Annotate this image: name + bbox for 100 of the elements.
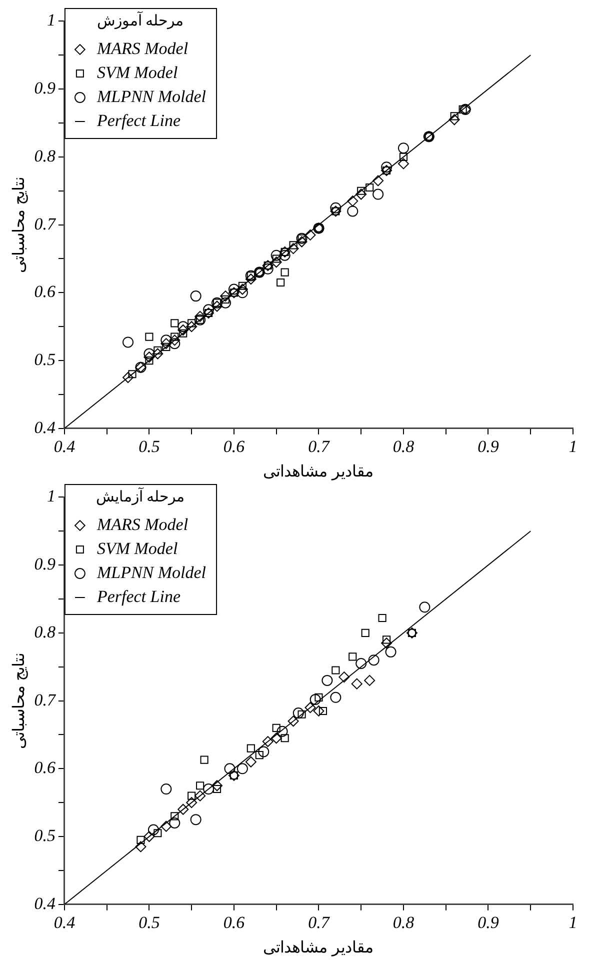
point xyxy=(288,243,299,254)
point xyxy=(322,674,333,686)
y-tick-label: 1 xyxy=(46,10,56,30)
y-tick-label: 0.4 xyxy=(34,418,56,437)
point xyxy=(200,756,208,764)
point xyxy=(170,319,179,328)
x-axis-title: مقادیر مشاهداتی xyxy=(263,464,374,481)
point xyxy=(372,188,384,200)
legend-label: MLPNN Moldel xyxy=(96,562,206,582)
point xyxy=(381,162,392,173)
point xyxy=(236,763,248,774)
point xyxy=(296,236,308,248)
point xyxy=(160,334,172,346)
legend-label: SVM Model xyxy=(96,538,178,558)
point xyxy=(122,336,134,348)
x-tick-label: 0.8 xyxy=(392,913,415,932)
point xyxy=(194,310,206,322)
point xyxy=(330,202,342,214)
point xyxy=(188,792,196,800)
point xyxy=(314,693,323,702)
point xyxy=(178,321,189,332)
point xyxy=(170,812,179,820)
point xyxy=(262,736,274,748)
point xyxy=(332,666,340,674)
point xyxy=(255,751,264,760)
point xyxy=(190,814,202,826)
point xyxy=(270,732,282,744)
point xyxy=(122,372,134,383)
point xyxy=(169,817,180,828)
point xyxy=(212,300,223,312)
point xyxy=(366,183,374,192)
x-tick-label: 0.9 xyxy=(478,437,500,456)
point xyxy=(313,705,324,716)
point xyxy=(224,763,236,774)
point xyxy=(203,784,214,795)
point xyxy=(135,841,146,852)
point xyxy=(212,780,223,792)
legend-label: Perfect Line xyxy=(96,586,181,606)
point xyxy=(154,829,162,838)
point xyxy=(318,706,327,716)
point xyxy=(419,602,430,613)
y-tick-label: 0.7 xyxy=(34,690,57,710)
point xyxy=(304,229,316,240)
point xyxy=(194,790,206,802)
y-tick-label: 0.9 xyxy=(34,78,56,98)
legend-label: MARS Model xyxy=(96,514,188,534)
point xyxy=(292,708,304,719)
y-axis-title: نتایج محاسباتی xyxy=(10,652,28,749)
point xyxy=(160,338,172,350)
y-tick-label: 0.8 xyxy=(34,622,56,642)
point xyxy=(304,702,316,714)
point xyxy=(270,250,282,261)
x-axis-title: مقادیر مشاهداتی xyxy=(263,940,374,957)
point xyxy=(236,287,248,298)
x-tick-label: 0.6 xyxy=(223,913,246,932)
point xyxy=(298,710,306,718)
point xyxy=(280,734,289,742)
point xyxy=(144,831,155,842)
point xyxy=(399,152,408,161)
point xyxy=(144,348,155,360)
point xyxy=(169,338,180,350)
point xyxy=(288,716,299,727)
point xyxy=(144,352,155,363)
point xyxy=(398,142,409,154)
point xyxy=(272,724,280,732)
point xyxy=(170,332,179,341)
point xyxy=(262,263,274,274)
y-tick-label: 0.9 xyxy=(34,554,56,574)
point xyxy=(372,175,384,186)
point xyxy=(310,694,321,705)
x-tick-label: 0.5 xyxy=(138,913,160,932)
legend-label: Perfect Line xyxy=(96,110,181,130)
point xyxy=(245,274,256,285)
point xyxy=(220,290,231,302)
x-tick-label: 0.7 xyxy=(308,913,331,932)
point xyxy=(378,614,386,622)
y-tick-label: 0.4 xyxy=(34,894,56,913)
point xyxy=(245,756,256,768)
point xyxy=(381,638,392,649)
point xyxy=(203,304,214,316)
point xyxy=(279,250,290,261)
y-tick-label: 0.8 xyxy=(34,146,56,166)
point xyxy=(220,297,231,308)
point xyxy=(258,746,270,758)
point xyxy=(398,158,409,170)
point xyxy=(364,674,376,686)
point xyxy=(190,290,202,302)
x-tick-label: 0.8 xyxy=(392,437,415,456)
legend-title: مرحله آموزش xyxy=(96,11,184,30)
point xyxy=(238,282,246,290)
y-tick-label: 0.7 xyxy=(34,214,57,234)
y-axis-title: نتایج محاسباتی xyxy=(10,176,28,273)
point xyxy=(221,295,230,304)
point xyxy=(154,346,162,354)
point xyxy=(196,782,204,790)
point xyxy=(169,334,180,346)
x-tick-label: 0.9 xyxy=(478,913,500,932)
point xyxy=(145,332,154,341)
x-tick-label: 0.7 xyxy=(308,437,331,456)
y-tick-label: 0.5 xyxy=(34,826,56,845)
